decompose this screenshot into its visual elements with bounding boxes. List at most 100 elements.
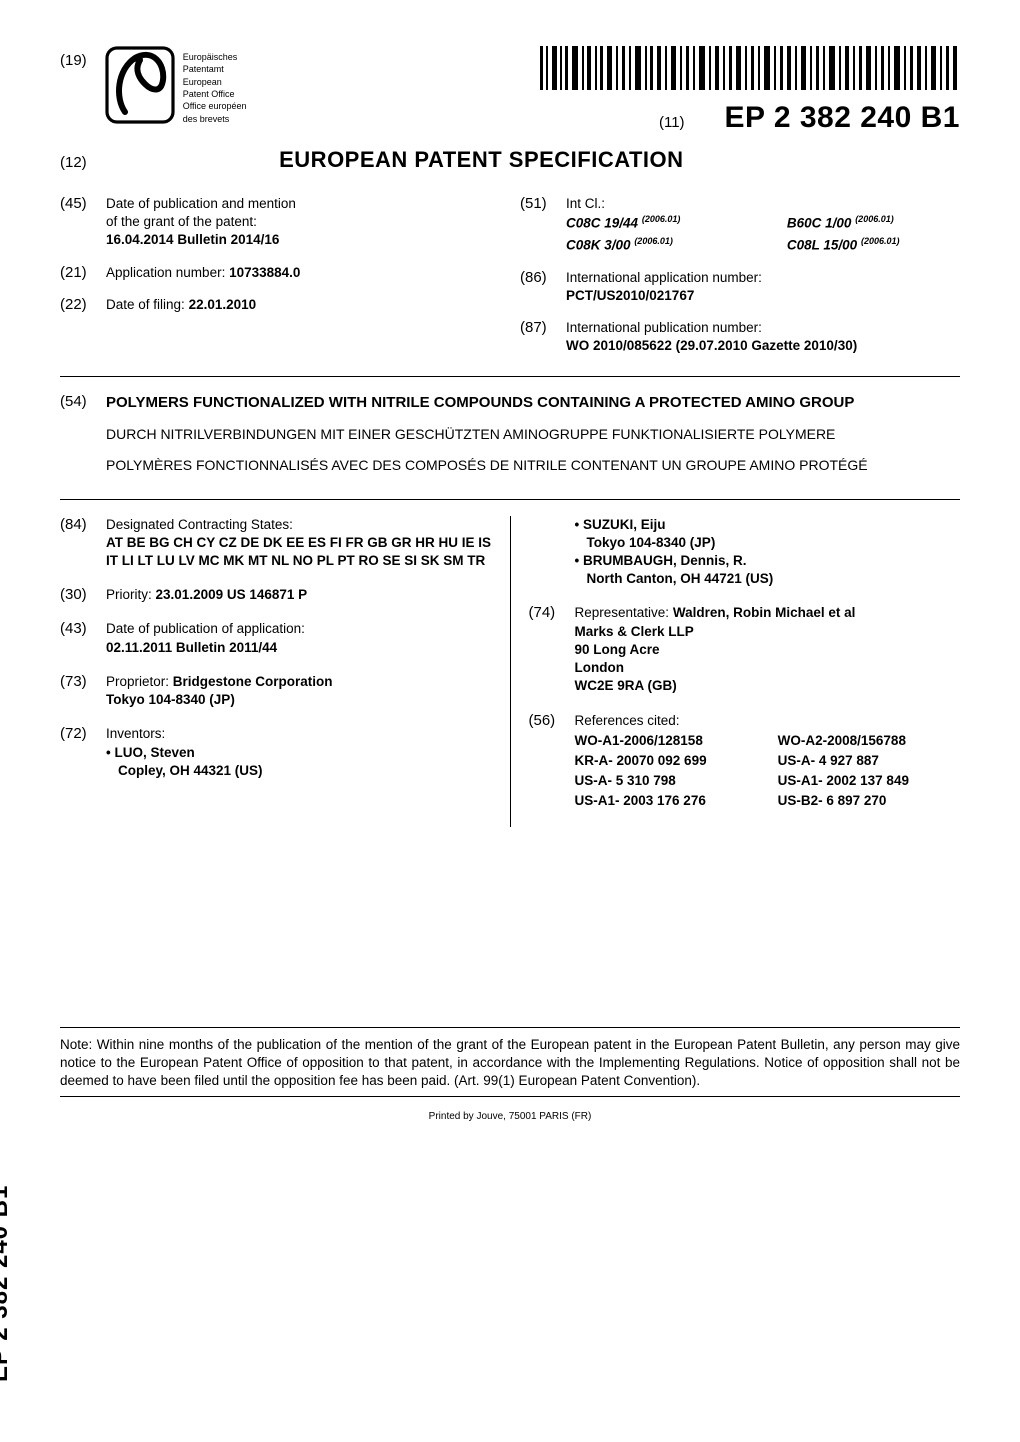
- ipc-ver: (2006.01): [634, 236, 673, 246]
- field-74: (74) Representative: Waldren, Robin Mich…: [529, 604, 961, 695]
- body-54: POLYMERS FUNCTIONALIZED WITH NITRILE COM…: [106, 393, 960, 487]
- field-11: (11): [659, 114, 685, 131]
- label: International publication number:: [566, 319, 960, 337]
- divider: [60, 1027, 960, 1028]
- num-87: (87): [520, 319, 556, 355]
- biblio-top-left: (45) Date of publication and mention of …: [60, 195, 500, 370]
- body-72: Inventors: LUO, Steven Copley, OH 44321 …: [106, 725, 492, 780]
- inventor-name: LUO, Steven: [106, 744, 492, 762]
- inventor-addr: Copley, OH 44321 (US): [106, 762, 492, 780]
- barcode-icon: [540, 46, 960, 90]
- body-87: International publication number: WO 201…: [566, 319, 960, 355]
- title-en: POLYMERS FUNCTIONALIZED WITH NITRILE COM…: [106, 393, 960, 413]
- publication-number: EP 2 382 240 B1: [725, 101, 960, 135]
- office-line: Patentamt: [183, 64, 247, 74]
- line: of the grant of the patent:: [106, 213, 500, 231]
- inventor-name: BRUMBAUGH, Dennis, R.: [575, 552, 961, 570]
- office-line: European: [183, 77, 247, 87]
- body-73: Proprietor: Bridgestone Corporation Toky…: [106, 673, 492, 709]
- ipc-ver: (2006.01): [855, 214, 894, 224]
- field-22: (22) Date of filing: 22.01.2010: [60, 296, 500, 314]
- num-72: (72): [60, 725, 96, 780]
- num-blank: [529, 516, 565, 589]
- value: 02.11.2011 Bulletin 2011/44: [106, 639, 492, 657]
- label: Designated Contracting States:: [106, 516, 492, 534]
- office-line: Office européen: [183, 101, 247, 111]
- ipc-codes: C08C 19/44 (2006.01) B60C 1/00 (2006.01)…: [566, 213, 960, 254]
- rep-firm: Marks & Clerk LLP: [575, 623, 961, 641]
- field-84: (84) Designated Contracting States: AT B…: [60, 516, 492, 571]
- field-19: (19): [60, 46, 87, 69]
- ipc-sym: C08L 15/00: [787, 237, 857, 252]
- ipc-sym: C08K 3/00: [566, 237, 631, 252]
- value: WO 2010/085622 (29.07.2010 Gazette 2010/…: [566, 337, 960, 355]
- value: AT BE BG CH CY CZ DE DK EE ES FI FR GB G…: [106, 534, 492, 570]
- label: Inventors:: [106, 725, 492, 743]
- num-45: (45): [60, 195, 96, 250]
- opposition-note: Note: Within nine months of the publicat…: [60, 1036, 960, 1091]
- ipc-sym: C08C 19/44: [566, 216, 638, 231]
- num-22: (22): [60, 296, 96, 314]
- line: Date of publication and mention: [106, 195, 500, 213]
- num-51: (51): [520, 195, 556, 255]
- field-12: (12): [60, 154, 87, 171]
- spine-pubno: EP 2 382 240 B1: [0, 1185, 14, 1382]
- ref: US-A- 5 310 798: [575, 772, 758, 790]
- label: References cited:: [575, 712, 961, 730]
- inventor-addr: North Canton, OH 44721 (US): [575, 570, 961, 588]
- value: PCT/US2010/021767: [566, 287, 960, 305]
- biblio-columns: (84) Designated Contracting States: AT B…: [60, 516, 960, 827]
- pubno-row: (11) EP 2 382 240 B1: [540, 101, 960, 135]
- proprietor-name: Bridgestone Corporation: [173, 674, 333, 689]
- num-56: (56): [529, 712, 565, 811]
- rep-addr: WC2E 9RA (GB): [575, 677, 961, 695]
- field-73: (73) Proprietor: Bridgestone Corporation…: [60, 673, 492, 709]
- biblio-top: (45) Date of publication and mention of …: [60, 195, 960, 370]
- ref: US-A1- 2002 137 849: [778, 772, 960, 790]
- field-51: (51) Int Cl.: C08C 19/44 (2006.01) B60C …: [520, 195, 960, 255]
- epo-office-names: Europäisches Patentamt European Patent O…: [183, 46, 247, 126]
- label: Priority:: [106, 587, 152, 602]
- divider: [60, 499, 960, 500]
- inventor-name: SUZUKI, Eiju: [575, 516, 961, 534]
- value: 10733884.0: [229, 265, 300, 280]
- ipc-code: C08K 3/00 (2006.01): [566, 235, 741, 255]
- body-56: References cited: WO-A1-2006/128158 WO-A…: [575, 712, 961, 811]
- ref: US-A1- 2003 176 276: [575, 792, 758, 810]
- office-line: des brevets: [183, 114, 247, 124]
- inventors-continued: SUZUKI, Eiju Tokyo 104-8340 (JP) BRUMBAU…: [529, 516, 961, 589]
- body-45: Date of publication and mention of the g…: [106, 195, 500, 250]
- value: 22.01.2010: [189, 297, 257, 312]
- epo-logo-block: Europäisches Patentamt European Patent O…: [105, 46, 247, 127]
- biblio-top-right: (51) Int Cl.: C08C 19/44 (2006.01) B60C …: [520, 195, 960, 370]
- body-86: International application number: PCT/US…: [566, 269, 960, 305]
- ref: WO-A2-2008/156788: [778, 732, 960, 750]
- ref: US-A- 4 927 887: [778, 752, 960, 770]
- ipc-code: B60C 1/00 (2006.01): [787, 213, 960, 233]
- body-22: Date of filing: 22.01.2010: [106, 296, 500, 314]
- field-87: (87) International publication number: W…: [520, 319, 960, 355]
- label: Date of publication of application:: [106, 620, 492, 638]
- field-54: (54) POLYMERS FUNCTIONALIZED WITH NITRIL…: [60, 393, 960, 487]
- references-grid: WO-A1-2006/128158 WO-A2-2008/156788 KR-A…: [575, 732, 961, 811]
- line: 16.04.2014 Bulletin 2014/16: [106, 231, 500, 249]
- ref: KR-A- 20070 092 699: [575, 752, 758, 770]
- body-51: Int Cl.: C08C 19/44 (2006.01) B60C 1/00 …: [566, 195, 960, 255]
- ipc-sym: B60C 1/00: [787, 216, 852, 231]
- label: Representative:: [575, 605, 670, 620]
- title-de: DURCH NITRILVERBINDUNGEN MIT EINER GESCH…: [106, 425, 960, 444]
- num-86: (86): [520, 269, 556, 305]
- ipc-code: C08C 19/44 (2006.01): [566, 213, 741, 233]
- title-fr: POLYMÈRES FONCTIONNALISÉS AVEC DES COMPO…: [106, 456, 960, 475]
- patent-front-page: (19) Europäisches Patentamt European Pat…: [0, 0, 1020, 1442]
- label: Proprietor:: [106, 674, 169, 689]
- col-right: SUZUKI, Eiju Tokyo 104-8340 (JP) BRUMBAU…: [510, 516, 961, 827]
- label: Int Cl.:: [566, 195, 960, 213]
- body-21: Application number: 10733884.0: [106, 264, 500, 282]
- body-84: Designated Contracting States: AT BE BG …: [106, 516, 492, 571]
- body-74: Representative: Waldren, Robin Michael e…: [575, 604, 961, 695]
- ipc-ver: (2006.01): [642, 214, 681, 224]
- num-30: (30): [60, 586, 96, 604]
- field-56: (56) References cited: WO-A1-2006/128158…: [529, 712, 961, 811]
- rep-addr: London: [575, 659, 961, 677]
